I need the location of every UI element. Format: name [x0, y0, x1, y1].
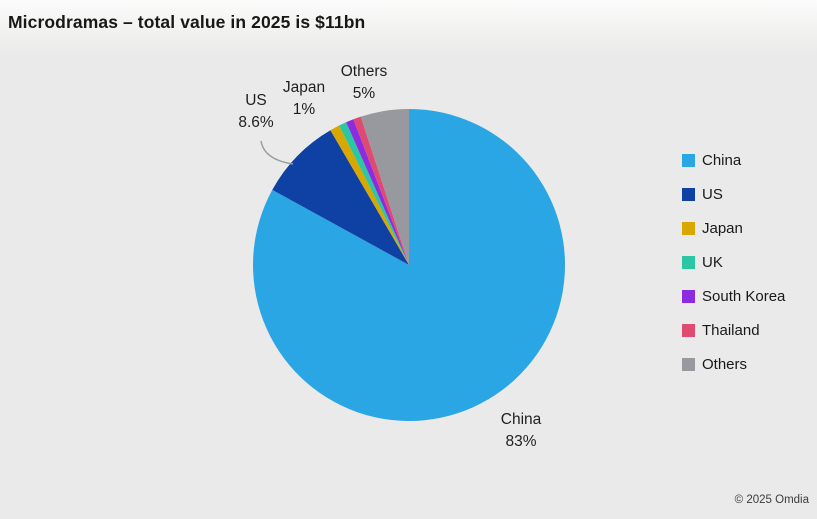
slice-label-us-value: 8.6% — [238, 114, 274, 131]
legend-label-uk: UK — [702, 253, 723, 271]
legend-item-uk: UK — [682, 245, 785, 279]
slice-label-japan-value: 1% — [292, 101, 316, 118]
copyright-text: © 2025 Omdia — [734, 494, 809, 506]
legend-label-china: China — [702, 151, 742, 169]
legend-label-south-korea: South Korea — [702, 287, 786, 305]
pie-slice-south-korea — [346, 119, 409, 266]
slice-label-japan-name: Japan — [282, 79, 326, 96]
legend-label-japan: Japan — [702, 219, 743, 237]
legend-label-others: Others — [702, 355, 748, 373]
chart-title: Microdramas – total value in 2025 is $11… — [8, 12, 366, 32]
pie-slice-us — [272, 130, 409, 265]
legend-swatch-uk — [682, 255, 695, 269]
slice-label-us: US 8.6% — [238, 90, 273, 134]
legend-item-south-korea: South Korea — [682, 279, 785, 313]
legend-item-china: China — [682, 143, 785, 177]
pie-slice-japan — [330, 125, 409, 265]
legend-swatch-china — [682, 153, 695, 167]
legend-swatch-south-korea — [682, 289, 695, 303]
us-leader-line — [260, 140, 294, 165]
slice-label-china: China 83% — [501, 409, 542, 453]
slice-label-us-name: US — [245, 92, 267, 109]
slice-label-china-name: China — [500, 411, 542, 428]
legend-swatch-us — [682, 187, 695, 201]
legend-item-thailand: Thailand — [682, 313, 785, 347]
slice-label-others-value: 5% — [352, 85, 376, 102]
pie-slice-china — [253, 109, 566, 421]
legend: China US Japan UK South Korea Thailand O… — [682, 143, 785, 381]
legend-item-others: Others — [682, 347, 785, 381]
slice-label-others: Others 5% — [341, 61, 388, 105]
slice-label-japan: Japan 1% — [283, 77, 325, 121]
legend-swatch-thailand — [682, 323, 695, 337]
slice-label-china-value: 83% — [505, 433, 537, 450]
pie-slice-thailand — [353, 116, 409, 265]
legend-swatch-japan — [682, 221, 695, 235]
pie-slice-others — [360, 109, 409, 265]
pie-slice-uk — [339, 122, 409, 265]
legend-label-thailand: Thailand — [702, 321, 760, 339]
legend-item-japan: Japan — [682, 211, 785, 245]
legend-label-us: US — [702, 185, 723, 203]
legend-swatch-others — [682, 357, 695, 371]
legend-item-us: US — [682, 177, 785, 211]
slice-label-others-name: Others — [340, 63, 388, 80]
